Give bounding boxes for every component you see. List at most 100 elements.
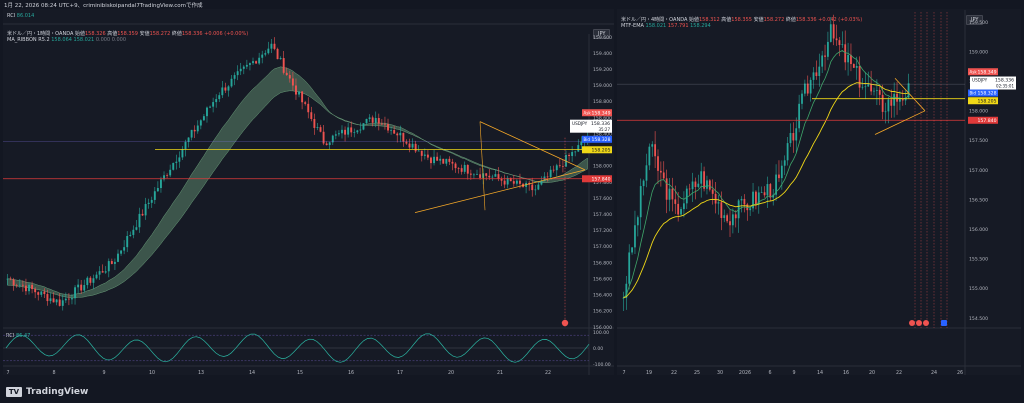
right-candle-body	[861, 86, 864, 88]
left-symbol-tag-label: USDJPY	[572, 121, 588, 126]
right-candle-body	[622, 297, 625, 299]
left-candle-body	[451, 161, 454, 164]
left-candle-body	[221, 87, 224, 96]
left-candle-body	[135, 227, 138, 230]
right-candle-body	[760, 192, 763, 193]
right-x-tick-label: 9	[792, 370, 795, 376]
left-candle-body	[469, 173, 472, 175]
left-candle-body	[252, 61, 254, 64]
left-candle-body	[350, 127, 353, 133]
right-candle-body	[901, 99, 904, 101]
left-candle-body	[322, 131, 325, 144]
left-candle-body	[40, 291, 43, 295]
right-candle-body	[697, 183, 700, 187]
left-candle-body	[12, 279, 15, 286]
right-candle-body	[789, 133, 792, 144]
right-candle-body	[674, 199, 677, 204]
left-red-tag-value: 157.840	[592, 176, 611, 182]
left-candle-body	[439, 158, 442, 161]
left-candle-body	[497, 174, 500, 179]
right-y-tick-label: 157.000	[969, 168, 988, 174]
right-candle-body	[803, 83, 806, 94]
right-triangle-upper	[894, 77, 926, 112]
tradingview-wordmark: TradingView	[26, 387, 89, 397]
left-candle-body	[98, 271, 101, 275]
left-y-tick-label: 158.600	[593, 115, 612, 121]
left-x-tick-label: 22	[545, 370, 551, 376]
left-candle-body	[574, 151, 577, 153]
left-candle-body	[561, 166, 564, 167]
left-y-tick-label: 156.800	[593, 260, 612, 266]
left-candle-body	[199, 120, 202, 126]
left-candle-body	[390, 130, 393, 131]
left-rci-tick-label: -100.00	[593, 362, 611, 368]
left-candle-body	[334, 134, 337, 136]
right-bid-tag-label: Bid	[970, 91, 977, 96]
right-candle-body	[873, 90, 875, 92]
left-symbol-tag-value: 158.336	[591, 121, 610, 127]
left-candle-body	[264, 53, 267, 55]
right-candle-body	[683, 203, 685, 210]
left-candle-body	[202, 116, 205, 121]
tradingview-mark-icon: TV	[6, 387, 22, 397]
left-candle-body	[555, 165, 558, 171]
left-candle-body	[92, 278, 95, 283]
right-candle-body	[835, 38, 838, 41]
left-y-tick-label: 156.200	[593, 309, 612, 315]
left-ohlc-header: 米ドル／円・1時間・OANDA 始値158.326 高値158.359 安値15…	[7, 31, 249, 37]
left-candle-body	[531, 184, 534, 191]
right-bid-tag-bg	[968, 89, 998, 97]
right-candle-body	[798, 103, 801, 129]
left-candle-body	[46, 294, 49, 302]
left-candle-body	[549, 169, 552, 178]
left-x-tick-label: 10	[149, 370, 155, 376]
right-candle-body	[639, 186, 642, 218]
left-x-tick-label: 20	[448, 370, 454, 376]
left-candle-body	[255, 61, 258, 64]
left-candle-body	[107, 261, 110, 272]
left-candle-body	[206, 107, 208, 117]
right-candle-body	[700, 171, 703, 184]
left-candle-body	[423, 154, 426, 156]
left-candle-body	[295, 85, 297, 95]
right-candle-body	[844, 44, 847, 63]
left-candle-body	[540, 180, 543, 185]
left-candle-body	[568, 154, 571, 156]
left-candle-body	[337, 133, 340, 135]
left-symbol-tag-bg	[570, 119, 612, 133]
left-currency-badge[interactable]: JPY	[593, 29, 611, 39]
left-candle-body	[577, 145, 580, 152]
left-y-tick-label: 159.200	[593, 67, 612, 73]
right-candle-body	[780, 165, 783, 179]
right-candle-body	[757, 192, 760, 205]
left-candle-body	[558, 165, 561, 167]
left-candle-body	[49, 298, 52, 302]
left-candle-body	[218, 95, 221, 100]
left-chart-panel[interactable]: RCI 86.014 米ドル／円・1時間・OANDA 始値158.326 高値1…	[3, 9, 614, 375]
right-candle-body	[631, 247, 633, 253]
left-y-tick-label: 157.000	[593, 244, 612, 250]
right-y-tick-label: 156.000	[969, 227, 988, 233]
right-candle-body	[657, 156, 659, 171]
left-candle-body	[101, 271, 104, 273]
right-candle-body	[625, 283, 628, 298]
left-candle-body	[169, 169, 172, 176]
right-x-tick-label: 25	[694, 370, 700, 376]
right-currency-badge[interactable]: JPY	[966, 15, 984, 25]
right-x-tick-label: 20	[869, 370, 875, 376]
right-candle-body	[809, 79, 812, 94]
export-caption: 1月 22, 2026 08:24 UTC+9、criminibiskoipan…	[4, 3, 203, 9]
right-event-icon	[923, 320, 929, 326]
right-y-tick-label: 157.500	[969, 138, 988, 144]
left-candle-body	[6, 278, 9, 280]
right-event-icon	[909, 320, 915, 326]
left-candle-body	[181, 149, 184, 158]
left-candle-body	[448, 158, 451, 162]
left-candle-body	[43, 291, 46, 295]
left-candle-body	[248, 63, 251, 65]
left-candle-body	[258, 57, 261, 64]
left-candle-body	[64, 298, 67, 301]
left-candle-body	[368, 117, 371, 119]
left-x-tick-label: 21	[497, 370, 503, 376]
